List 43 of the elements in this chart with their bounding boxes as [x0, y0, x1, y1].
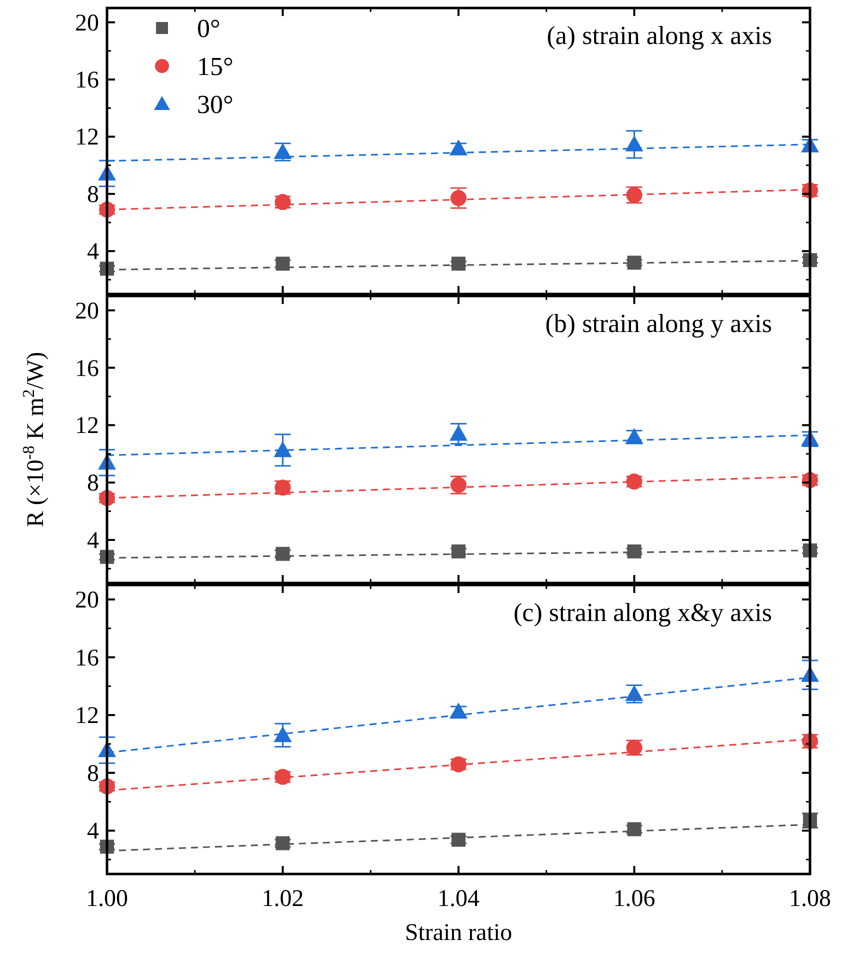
legend-label: 30°: [197, 90, 234, 119]
point: [452, 544, 466, 558]
y-tick-label: 16: [75, 356, 99, 382]
y-tick-label: 4: [87, 239, 99, 266]
y-tick-label: 12: [75, 124, 99, 151]
text: (a) strain along x axis: [546, 21, 772, 50]
point: [452, 256, 466, 271]
point: [627, 544, 642, 558]
y-tick-label: 12: [75, 703, 99, 730]
y-tick-label: 20: [75, 10, 99, 36]
x-tick-label: 1.02: [262, 886, 304, 912]
point: [450, 424, 468, 441]
point: [276, 546, 290, 561]
y-tick-label: 8: [87, 470, 99, 497]
x-tick-label: 1.08: [789, 886, 831, 912]
point: [627, 256, 642, 270]
y-tick-label: 8: [87, 182, 99, 208]
point: [276, 256, 290, 271]
y-tick-label: 20: [75, 298, 99, 324]
y-tick-label: 20: [75, 587, 99, 614]
text: (c) strain along x&y axis: [514, 598, 772, 627]
y-tick-label: 16: [75, 68, 99, 94]
point: [627, 822, 642, 836]
point: [276, 836, 290, 850]
point: [625, 135, 644, 152]
legend-label: 15°: [197, 52, 234, 81]
y-tick-label: 4: [87, 818, 99, 845]
point: [450, 190, 466, 206]
x-axis-title: Strain ratio: [404, 920, 512, 946]
y-tick-label: 4: [87, 528, 99, 554]
text: (b) strain along y axis: [545, 309, 772, 338]
point: [274, 726, 292, 742]
y-tick-label: 12: [75, 413, 99, 440]
x-tick-label: 1.04: [438, 886, 480, 912]
point: [274, 441, 292, 458]
x-tick-label: 1.00: [86, 886, 128, 912]
y-tick-label: 16: [75, 645, 99, 672]
y-tick-label: 8: [87, 760, 99, 787]
x-tick-label: 1.06: [613, 886, 656, 912]
point: [450, 139, 468, 156]
point: [450, 702, 468, 719]
legend-label: 0°: [197, 14, 220, 43]
point: [452, 832, 466, 847]
